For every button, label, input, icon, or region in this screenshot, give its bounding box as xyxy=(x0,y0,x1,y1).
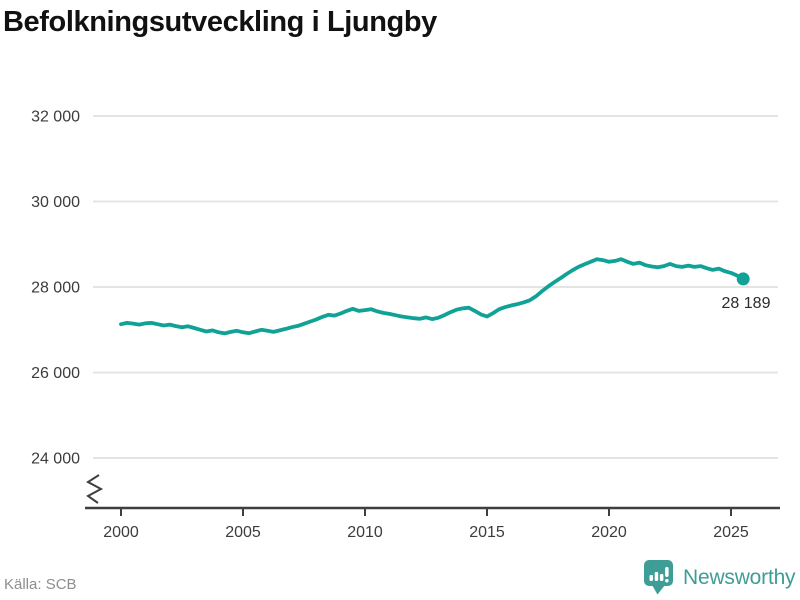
y-axis-tick-label: 30 000 xyxy=(31,194,80,211)
y-axis-tick-label: 32 000 xyxy=(31,109,80,126)
source-label: Källa: SCB xyxy=(4,576,77,593)
x-axis-tick-label: 2010 xyxy=(347,524,383,541)
x-axis-tick-label: 2025 xyxy=(713,524,749,541)
x-axis-tick-label: 2005 xyxy=(225,524,261,541)
gridlines-group xyxy=(93,115,778,459)
x-axis-tick-label: 2015 xyxy=(469,524,505,541)
newsworthy-wordmark: Newsworthy xyxy=(683,566,796,589)
newsworthy-logo[interactable]: Newsworthy xyxy=(644,560,796,596)
y-axis-tick-label: 28 000 xyxy=(31,280,80,297)
x-axis-tick-label: 2000 xyxy=(103,524,139,541)
y-axis-tick-label: 24 000 xyxy=(31,451,80,468)
population-line xyxy=(119,257,746,336)
newsworthy-bubble-chart-icon xyxy=(644,560,673,595)
last-point-dot xyxy=(736,272,750,286)
y-axis-labels-group: 32 000 30 000 28 000 26 000 24 000 xyxy=(31,109,80,468)
x-axis-labels-group: 2000 2005 2010 2015 2020 2025 xyxy=(103,524,749,541)
end-value-label: 28 189 xyxy=(722,295,771,312)
x-axis-ticks-group xyxy=(120,509,732,516)
y-axis-tick-label: 26 000 xyxy=(31,365,80,382)
x-axis-tick-label: 2020 xyxy=(591,524,627,541)
axis-break-icon xyxy=(86,474,104,504)
population-series-group xyxy=(119,257,750,336)
chart-title: Befolkningsutveckling i Ljungby xyxy=(3,6,437,38)
